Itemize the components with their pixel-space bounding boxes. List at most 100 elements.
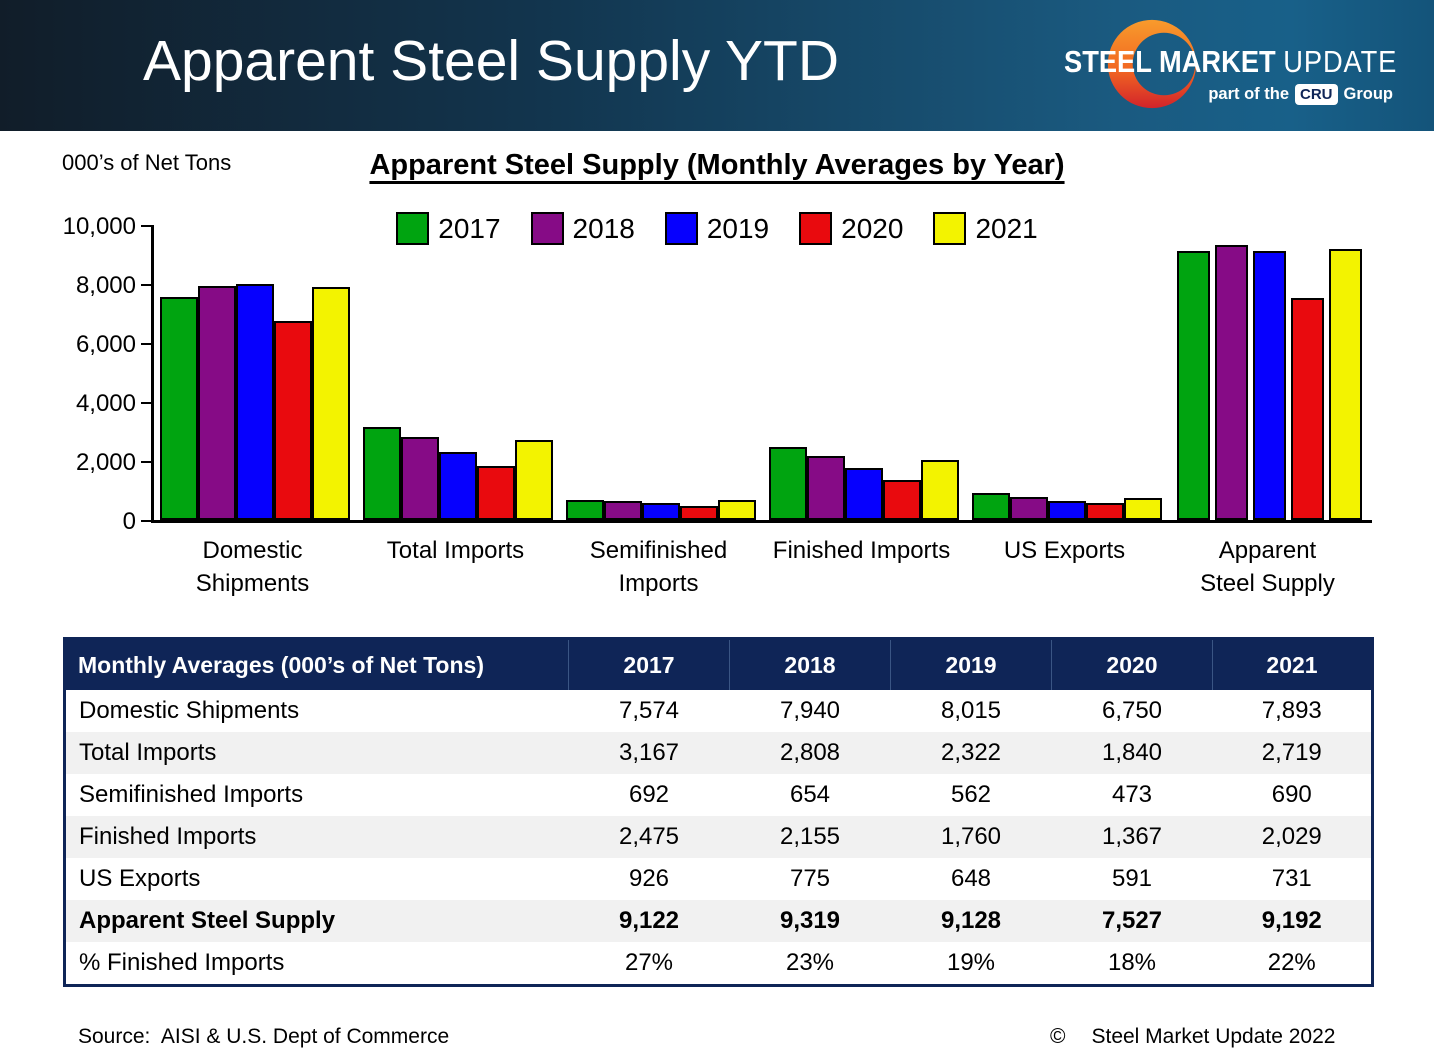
source-text: Source: AISI & U.S. Dept of Commerce <box>78 1025 450 1048</box>
bar-group <box>762 225 965 520</box>
cell-value: 9,319 <box>779 907 841 934</box>
cell-value: 23% <box>785 949 835 976</box>
bar-2017 <box>159 297 198 520</box>
cell-value: 27% <box>624 949 674 976</box>
table-row: US Exports 926 775 648 591 731 <box>65 858 1373 900</box>
category-label: Domestic Shipments <box>195 537 310 597</box>
cell-value: 775 <box>789 865 831 892</box>
cell-value: 654 <box>789 781 831 808</box>
bar-2018 <box>1215 245 1248 520</box>
copyright-symbol: © <box>1050 1025 1066 1048</box>
bar-2019 <box>235 284 274 520</box>
bar-2019 <box>438 452 477 520</box>
brand-text: STEEL MARKET UPDATE <box>1064 44 1397 80</box>
x-axis-line <box>151 520 1372 523</box>
logo-tagline: part of the CRU Group <box>1208 84 1393 105</box>
bar-group <box>356 225 559 520</box>
category-label: Total Imports <box>386 537 525 564</box>
cell-value: 2,808 <box>779 739 841 766</box>
cell-value: 8,015 <box>940 697 1002 724</box>
cell-value: 2,155 <box>779 823 841 850</box>
tagline-suffix: Group <box>1343 85 1394 103</box>
y-tick <box>141 402 151 404</box>
legend-label: 2019 <box>706 212 770 244</box>
table-header-year: 2021 <box>1212 638 1373 690</box>
bar-2020 <box>476 466 515 520</box>
legend-label: 2017 <box>438 212 501 244</box>
table-body: Domestic Shipments 7,574 7,940 8,015 6,750 7,… <box>64 690 1373 986</box>
legend-item: 2017 <box>396 212 501 245</box>
bar-2019 <box>844 468 883 520</box>
table-row: Total Imports 3,167 2,808 2,322 1,840 2,719 <box>64 732 1373 774</box>
bar-2018 <box>603 501 642 520</box>
y-tick-label: 2,000 <box>75 449 136 476</box>
bar-2018 <box>400 437 439 520</box>
cell-value: 648 <box>950 865 992 892</box>
row-label: Finished Imports <box>79 823 257 850</box>
cell-value: 926 <box>628 865 670 892</box>
header-banner: Apparent Steel Supply YTD STEEL MARKET U… <box>0 0 1434 131</box>
brand-steel-market: STEEL MARKET <box>1064 44 1276 79</box>
y-tick-label: 4,000 <box>75 390 136 417</box>
cru-badge: CRU <box>1295 84 1338 105</box>
units-label: 000’s of Net Tons <box>62 150 232 175</box>
table-row: Finished Imports 2,475 2,155 1,760 1,367 2,02… <box>64 816 1373 858</box>
cell-value: 7,940 <box>779 697 841 724</box>
bar-2017 <box>768 447 807 520</box>
legend: 2017 2018 2019 2020 2021 <box>0 212 1434 245</box>
legend-item: 2018 <box>530 212 635 245</box>
legend-swatch <box>396 212 430 245</box>
bar-2021 <box>311 287 350 520</box>
copyright: © Steel Market Update 2022 <box>1050 1025 1335 1049</box>
cell-value: 9,122 <box>618 907 680 934</box>
bar-group <box>153 225 356 520</box>
y-tick <box>141 225 151 227</box>
table-row: Semifinished Imports 692 654 562 473 690 <box>65 774 1373 816</box>
bar-2017 <box>1177 251 1210 520</box>
y-tick <box>141 520 151 522</box>
smu-logo: STEEL MARKET UPDATE part of the CRU Grou… <box>1060 14 1397 118</box>
legend-label: 2020 <box>841 212 904 244</box>
table-row: % Finished Imports 27% 23% 19% 18% 22% <box>65 942 1373 986</box>
bar-2018 <box>806 456 845 520</box>
y-tick <box>141 343 151 345</box>
cell-value: 2,322 <box>940 739 1002 766</box>
legend-label: 2021 <box>975 212 1038 244</box>
cell-value: 562 <box>950 781 992 808</box>
legend-swatch <box>664 212 698 245</box>
row-label: Total Imports <box>79 739 217 766</box>
legend-label: 2018 <box>572 212 635 244</box>
legend-item: 2020 <box>799 212 903 245</box>
cell-value: 473 <box>1111 781 1153 808</box>
row-label: Apparent Steel Supply <box>79 907 336 934</box>
bar-group <box>559 225 762 520</box>
bar-2020 <box>273 321 312 520</box>
cell-value: 1,367 <box>1101 823 1163 850</box>
cell-value: 690 <box>1271 781 1312 808</box>
bar-2021 <box>920 460 959 520</box>
cell-value: 9,128 <box>940 907 1002 934</box>
bar-2021 <box>1329 249 1362 520</box>
copyright-text: Steel Market Update 2022 <box>1091 1025 1336 1048</box>
bar-2019 <box>1253 251 1286 520</box>
y-tick-label: 6,000 <box>75 331 136 358</box>
bar-2018 <box>197 286 236 520</box>
row-label: % Finished Imports <box>79 949 285 976</box>
table-head: Monthly Averages (000’s of Net Tons) 2017… <box>64 638 1373 690</box>
y-axis-line <box>151 225 154 523</box>
table-header-year: 2018 <box>729 638 891 690</box>
category-label: Apparent Steel Supply <box>1200 537 1335 597</box>
legend-swatch <box>799 212 833 245</box>
bar-2021 <box>717 500 756 520</box>
bar-group <box>1168 225 1371 520</box>
bar-2017 <box>565 500 604 520</box>
cell-value: 2,475 <box>618 823 680 850</box>
cell-value: 2,029 <box>1261 823 1322 850</box>
table-header-year: 2017 <box>568 638 730 690</box>
row-label: Domestic Shipments <box>79 697 300 724</box>
bar-2021 <box>514 440 553 520</box>
cell-value: 1,840 <box>1101 739 1163 766</box>
table-wrap: Monthly Averages (000’s of Net Tons) 2017… <box>63 637 1374 987</box>
bar-2019 <box>1047 501 1086 520</box>
